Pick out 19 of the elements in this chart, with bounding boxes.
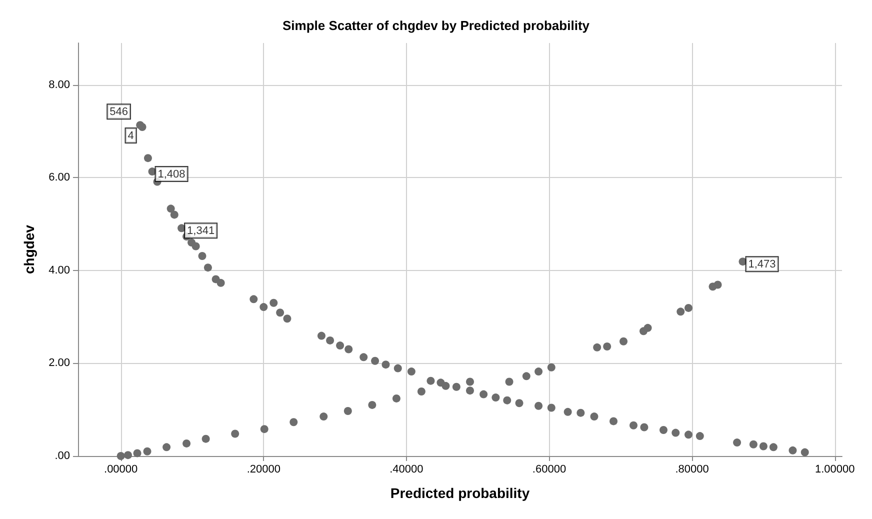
- y-tick-label: 2.00: [48, 357, 70, 370]
- annotation: 1,341: [187, 225, 215, 238]
- x-tick-label: .40000: [390, 464, 424, 476]
- annotation: 4: [128, 130, 134, 142]
- y-tick-label: 6.00: [48, 172, 70, 184]
- y-tick-label: 8.00: [48, 78, 70, 91]
- y-tick-label: 4.00: [48, 264, 70, 276]
- x-axis-title: Predicted probability: [390, 485, 530, 501]
- y-axis-title: chgdev: [21, 224, 37, 274]
- x-tick-label: 1.00000: [814, 464, 855, 476]
- annotation: 546: [110, 106, 128, 118]
- x-tick-label: .60000: [532, 464, 566, 476]
- x-tick-label: .80000: [675, 464, 709, 476]
- x-tick-label: .20000: [246, 464, 280, 476]
- annotation: 1,408: [158, 168, 186, 181]
- y-tick-label: .00: [54, 450, 70, 462]
- annotation: 1,473: [748, 258, 776, 271]
- x-tick-label: .00000: [104, 464, 138, 476]
- chart-title: Simple Scatter of chgdev by Predicted probability: [282, 18, 590, 33]
